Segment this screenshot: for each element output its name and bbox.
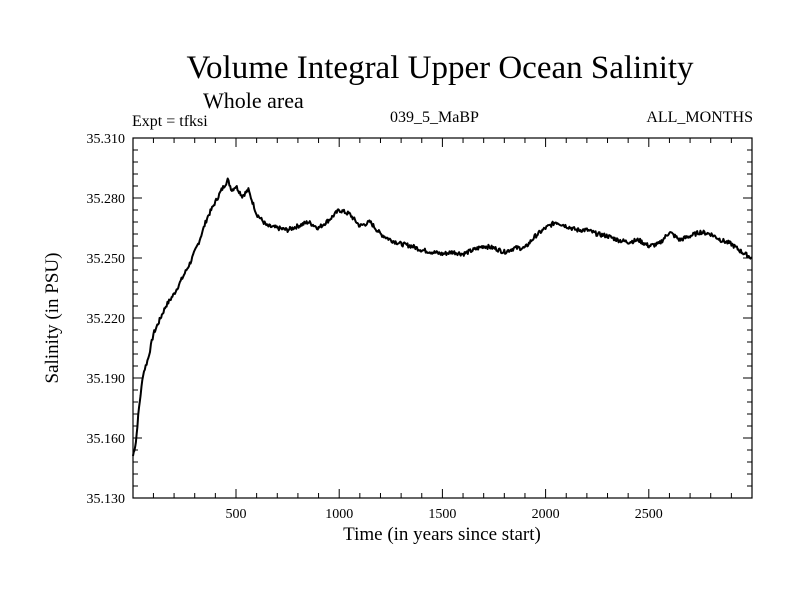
y-tick-label: 35.160 [87, 432, 126, 447]
axis-ticks [133, 137, 752, 499]
y-tick-label: 35.250 [87, 252, 126, 267]
months-label: ALL_MONTHS [646, 109, 753, 126]
salinity-series-line [132, 177, 753, 457]
x-tick-label: 2000 [532, 507, 560, 522]
plot-frame [132, 137, 753, 499]
axis-tick-labels: 500 1000 1500 2000 2500 35.130 35.160 35.190 35.… [87, 132, 663, 522]
y-tick-label: 35.130 [87, 492, 126, 507]
y-axis-title: Salinity (in PSU) [42, 253, 63, 384]
chart-subtitle: Whole area [203, 88, 304, 113]
y-tick-label: 35.280 [87, 192, 126, 207]
y-tick-label: 35.190 [87, 372, 126, 387]
x-tick-label: 2500 [635, 507, 663, 522]
chart-title: Volume Integral Upper Ocean Salinity [186, 50, 694, 86]
x-tick-label: 1000 [325, 507, 353, 522]
x-tick-label: 1500 [428, 507, 456, 522]
x-tick-label: 500 [225, 507, 246, 522]
x-axis-title: Time (in years since start) [343, 524, 541, 545]
experiment-label: Expt = tfksi [132, 113, 208, 130]
y-tick-label: 35.220 [87, 312, 126, 327]
run-label: 039_5_MaBP [390, 109, 479, 126]
y-tick-label: 35.310 [87, 132, 126, 147]
